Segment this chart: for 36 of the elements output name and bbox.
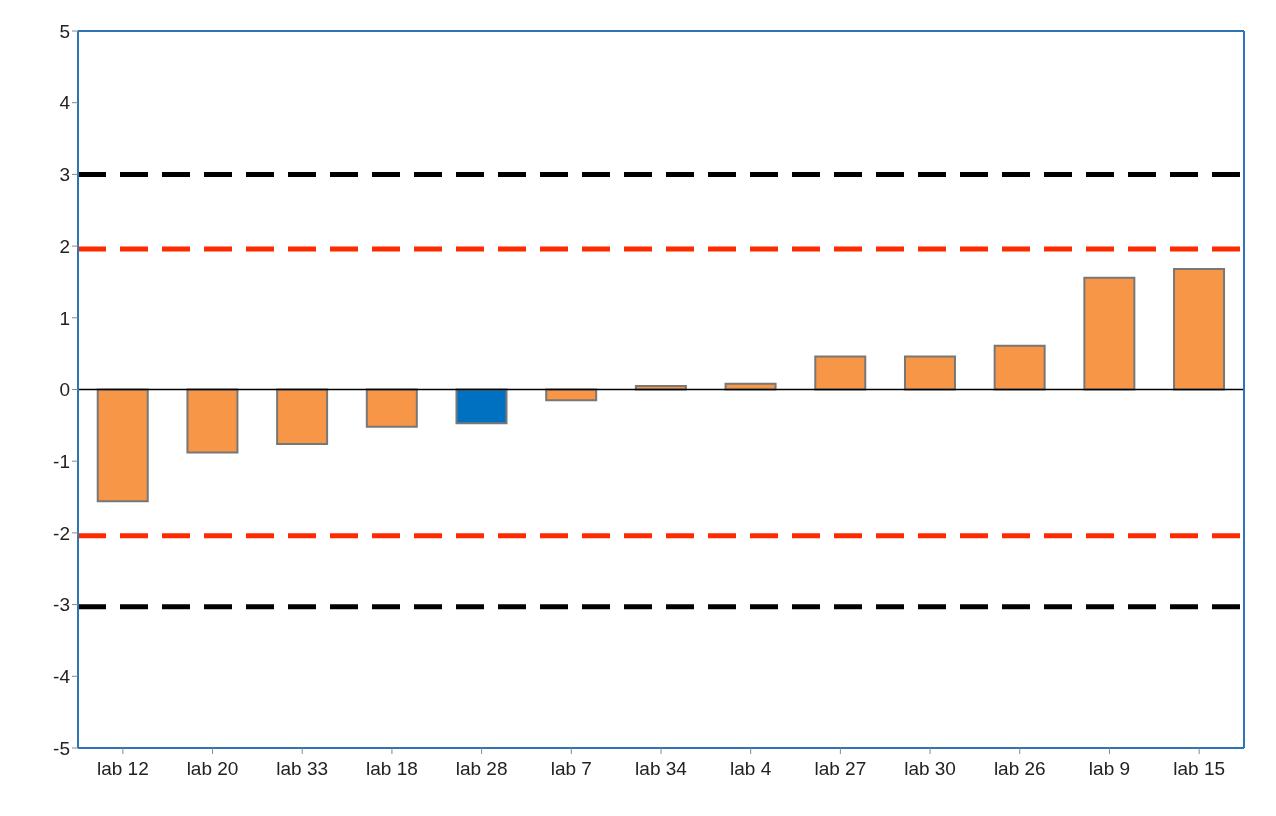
bar [724, 382, 777, 391]
x-tick-label: lab 28 [455, 758, 508, 780]
x-tick-label: lab 18 [366, 758, 418, 780]
x-tick-label: lab 27 [814, 758, 867, 780]
x-tick-label: lab 7 [550, 758, 592, 780]
x-tick-label: lab 33 [276, 758, 329, 780]
y-tick-label: 3 [59, 164, 70, 186]
y-tick-label: 2 [59, 235, 70, 257]
y-tick-label: -1 [53, 450, 70, 472]
y-tick-label: -2 [53, 522, 70, 544]
x-tick-label: lab 9 [1088, 758, 1131, 780]
x-tick-label: lab 12 [96, 758, 149, 780]
bar [993, 344, 1046, 391]
y-tick-label: -5 [53, 737, 70, 759]
bar [1083, 276, 1136, 391]
x-tick-label: lab 15 [1173, 758, 1226, 780]
bar [814, 355, 867, 391]
bar [1173, 268, 1226, 391]
bar [365, 388, 418, 428]
y-tick-label: 4 [59, 92, 71, 114]
bar [634, 384, 687, 391]
x-tick-label: lab 26 [993, 758, 1046, 780]
y-tick-label: 0 [59, 379, 70, 401]
y-tick-label: 5 [59, 20, 70, 42]
bar [276, 388, 329, 445]
x-tick-label: lab 4 [730, 758, 772, 780]
x-tick-label: lab 20 [186, 758, 239, 780]
bar [455, 388, 508, 425]
bar [186, 388, 239, 454]
y-tick-label: -3 [53, 594, 70, 616]
bar [96, 388, 149, 503]
y-tick-label: -4 [53, 666, 71, 688]
bar [903, 355, 956, 391]
y-tick-label: 1 [59, 307, 70, 329]
x-tick-label: lab 30 [904, 758, 956, 780]
x-tick-label: lab 34 [635, 758, 688, 780]
